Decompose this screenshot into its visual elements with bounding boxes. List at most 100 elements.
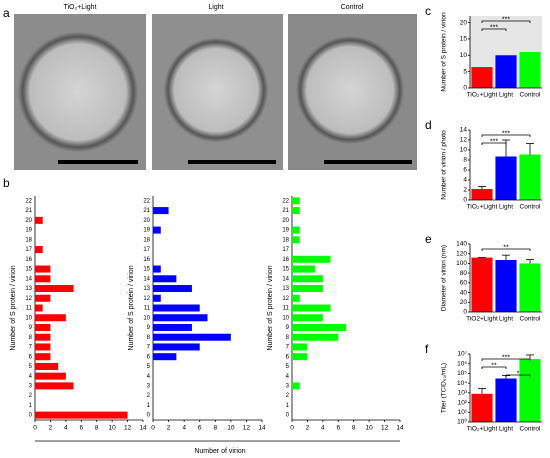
significance-bracket xyxy=(481,134,531,137)
y-tick-label: 6 xyxy=(29,354,33,360)
y-tick-label: 6 xyxy=(286,354,290,360)
significance-bracket xyxy=(481,358,531,361)
y-tick-label: 21 xyxy=(143,208,150,214)
bar xyxy=(153,323,192,331)
y-axis-label: Number of S protein / virion xyxy=(441,12,448,92)
y-tick-label: 16 xyxy=(143,257,150,263)
y-tick-label: 21 xyxy=(282,208,289,214)
y-tick-label: 4 xyxy=(147,374,151,380)
bar xyxy=(35,216,43,224)
y-tick-label: 10⁷ xyxy=(457,351,467,358)
y-tick-label: 5 xyxy=(286,364,290,370)
bar xyxy=(292,197,300,205)
y-tick-label: 15 xyxy=(25,267,32,273)
significance-label: *** xyxy=(502,130,510,137)
bar xyxy=(153,314,208,322)
y-axis-label: Titer (TCID₅₀/mL) xyxy=(441,363,448,413)
y-tick-label: 10 xyxy=(460,147,468,154)
y-tick-label: 1 xyxy=(286,403,290,409)
y-tick-label: 5 xyxy=(147,364,151,370)
bar xyxy=(292,265,316,273)
bar xyxy=(35,333,51,341)
y-tick-label: 19 xyxy=(282,228,289,234)
bar xyxy=(292,323,346,331)
bar xyxy=(292,226,300,234)
x-tick-label: Light xyxy=(499,204,513,211)
bar xyxy=(35,285,74,293)
bar xyxy=(35,411,128,419)
y-tick-label: 8 xyxy=(29,335,33,341)
x-tick-label: 2 xyxy=(167,425,171,432)
bar xyxy=(519,154,541,200)
y-axis-label: Number of virion / photo xyxy=(441,130,448,200)
x-tick-label: 0 xyxy=(151,425,155,432)
y-tick-label: 9 xyxy=(286,325,290,331)
y-tick-label: 21 xyxy=(25,208,32,214)
y-tick-label: 15 xyxy=(282,267,289,273)
x-axis-label: Number of virion xyxy=(194,448,245,455)
x-tick-label: TiO2+Light xyxy=(466,316,498,323)
y-tick-label: 20 xyxy=(282,218,289,224)
bar xyxy=(35,275,51,283)
bar xyxy=(153,343,200,351)
bar xyxy=(519,263,541,312)
panel-label: d xyxy=(425,118,432,132)
x-tick-label: Control xyxy=(520,316,542,323)
y-tick-label: 11 xyxy=(26,306,33,312)
x-tick-label: 8 xyxy=(95,425,99,432)
y-tick-label: 4 xyxy=(286,374,290,380)
x-tick-label: Light xyxy=(499,426,513,433)
y-tick-label: 2 xyxy=(463,187,467,194)
bar xyxy=(292,255,331,263)
y-tick-label: 0 xyxy=(463,309,467,316)
significance-label: * xyxy=(517,370,520,377)
y-tick-label: 8 xyxy=(286,335,290,341)
bar xyxy=(35,353,51,361)
y-tick-label: 2 xyxy=(147,393,151,399)
y-tick-label: 0 xyxy=(463,197,467,204)
bar xyxy=(153,275,177,283)
x-tick-label: 0 xyxy=(33,425,37,432)
y-tick-label: 17 xyxy=(282,247,289,253)
bar xyxy=(35,304,43,312)
y-tick-label: 17 xyxy=(143,247,150,253)
bar xyxy=(292,343,308,351)
x-tick-label: 14 xyxy=(396,425,404,432)
bar xyxy=(153,265,161,273)
x-tick-label: 14 xyxy=(139,425,147,432)
bar xyxy=(153,294,161,302)
y-tick-label: 20 xyxy=(460,19,468,26)
y-tick-label: 4 xyxy=(463,177,467,184)
bar xyxy=(471,257,493,312)
y-tick-label: 12 xyxy=(143,296,150,302)
y-tick-label: 20 xyxy=(25,218,32,224)
x-tick-label: 4 xyxy=(182,425,186,432)
y-tick-label: 16 xyxy=(282,257,289,263)
x-tick-label: 6 xyxy=(198,425,202,432)
y-tick-label: 18 xyxy=(25,237,32,243)
x-tick-label: Control xyxy=(520,92,542,99)
y-tick-label: 10³ xyxy=(458,390,468,397)
bar xyxy=(292,275,323,283)
y-tick-label: 40 xyxy=(460,289,468,296)
y-tick-label: 10² xyxy=(458,399,468,406)
y-tick-label: 6 xyxy=(147,354,151,360)
y-tick-label: 9 xyxy=(147,325,151,331)
panel-label: f xyxy=(425,342,429,356)
y-tick-label: 19 xyxy=(25,228,32,234)
bar xyxy=(471,67,493,88)
y-tick-label: 10⁵ xyxy=(457,370,467,377)
significance-label: *** xyxy=(502,16,510,23)
y-tick-label: 11 xyxy=(283,306,290,312)
panel-label: b xyxy=(3,176,10,190)
y-axis-label: Number of S protein / virion xyxy=(267,265,274,350)
bar xyxy=(495,260,517,312)
panel-label: c xyxy=(425,4,431,18)
micrograph-title: Light xyxy=(208,4,223,11)
y-tick-label: 10 xyxy=(282,315,289,321)
micrograph-title: Control xyxy=(341,4,364,11)
y-tick-label: 1 xyxy=(147,403,151,409)
y-tick-label: 0 xyxy=(147,413,151,419)
y-tick-label: 80 xyxy=(460,270,468,277)
significance-label: *** xyxy=(502,354,510,361)
